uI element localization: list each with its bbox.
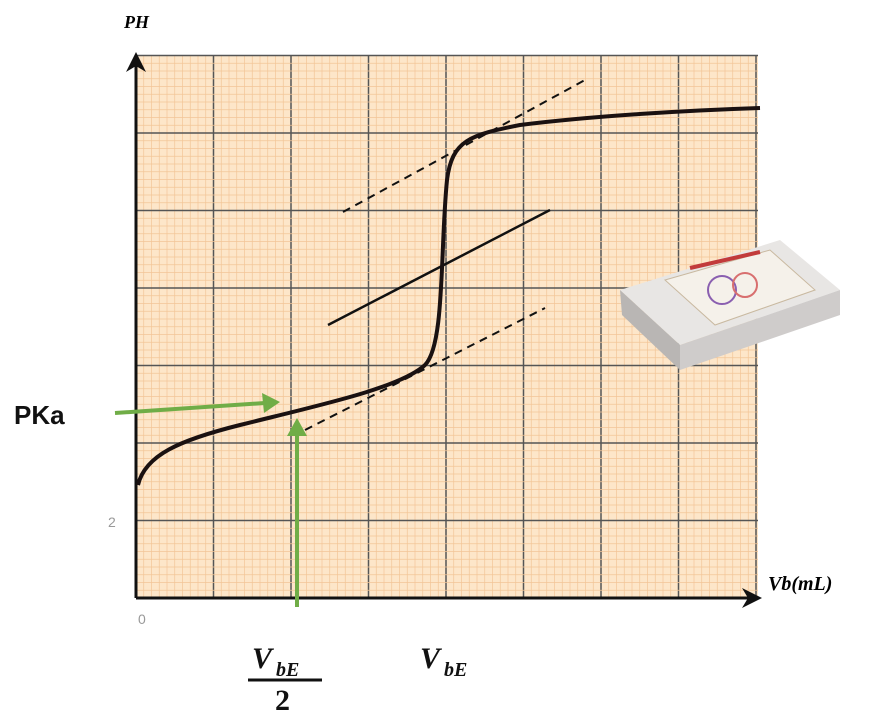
- median-line: [327, 208, 551, 327]
- book-image: [620, 240, 840, 370]
- titration-curve: [136, 106, 761, 486]
- equiv-symbol: V: [420, 642, 443, 675]
- pka-label: PKa: [14, 400, 65, 430]
- half-equiv-denominator: 2: [275, 684, 290, 715]
- origin-label: 0: [138, 611, 146, 627]
- pka-arrow: [114, 401, 266, 415]
- y-axis-label: PH: [123, 12, 150, 32]
- tangent-lower: [304, 307, 546, 431]
- x-axis-label: Vb(mL): [768, 573, 832, 595]
- half-equiv-subscript: bE: [276, 659, 299, 681]
- tangent-upper: [342, 79, 586, 213]
- equiv-subscript: bE: [444, 659, 467, 681]
- half-equiv-symbol: V: [252, 642, 275, 675]
- pka-arrowhead: [262, 393, 280, 413]
- x-axis-arrow: [742, 588, 762, 608]
- tick-label: 2: [108, 514, 116, 530]
- y-axis-arrow: [126, 52, 146, 72]
- half-equiv-arrowhead: [287, 418, 307, 436]
